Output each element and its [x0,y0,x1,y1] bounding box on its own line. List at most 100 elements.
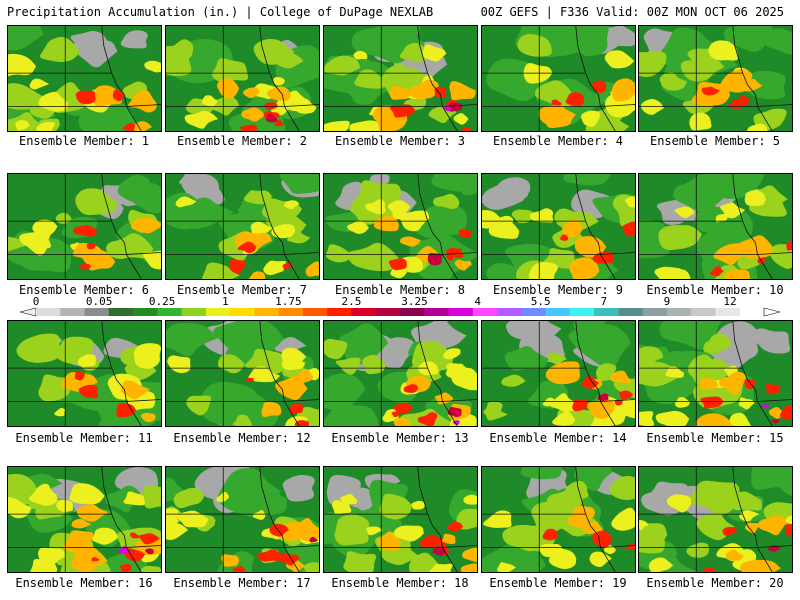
heavier-precip-area [324,120,350,131]
state-boundary [101,26,113,74]
moderate-precip-area [303,562,319,572]
heavier-precip-area [640,99,664,115]
heavier-precip-area [252,510,266,520]
heavy-precip-area [719,371,747,395]
heavy-precip-area [562,219,583,238]
heavier-precip-area [387,200,408,220]
moderate-precip-area [706,333,733,351]
moderate-precip-area [564,480,589,499]
heavier-precip-area [175,196,197,208]
colorbar-swatch [739,308,765,316]
heavier-precip-area [411,500,426,510]
state-boundary [757,252,792,255]
light-precip-area [753,467,792,497]
state-boundary [732,26,744,74]
heavy-precip-area [133,121,153,131]
heavy-precip-area [695,413,733,426]
heavier-precip-area [639,411,655,426]
light-precip-area [561,26,609,57]
moderate-precip-area [202,262,240,279]
light-precip-area [673,174,731,213]
state-boundary [742,367,773,426]
state-boundary [585,72,616,131]
moderate-precip-area [324,338,348,360]
heavier-precip-area [648,557,674,572]
colorbar-swatch [230,308,255,316]
heavier-precip-area [272,77,285,86]
heavy-precip-area [221,554,239,567]
heavier-precip-area [720,202,746,219]
state-boundary [575,26,587,74]
colorbar-swatch [375,308,401,316]
ensemble-map-20 [638,466,793,573]
moderate-precip-area [609,475,635,500]
moderate-precip-area [639,521,668,553]
state-boundary [732,174,744,222]
colorbar-max-arrow [763,307,781,317]
moderate-precip-area [432,193,460,209]
moderate-precip-area [186,395,212,416]
heavier-precip-area [529,208,554,223]
colorbar-swatch [642,308,668,316]
moderate-precip-area [381,63,419,90]
very-heavy-precip-area [74,370,85,381]
moderate-precip-area [217,354,245,374]
very-heavy-precip-area [765,383,780,394]
extreme-precip-area [771,419,780,424]
heavier-precip-area [665,366,685,378]
light-precip-area [563,174,612,186]
colorbar-tick-label: 1 [222,296,229,308]
very-heavy-precip-area [619,390,634,400]
state-boundary [269,367,300,426]
state-boundary [101,174,113,222]
ensemble-member-label: Ensemble Member: 15 [646,431,784,445]
state-boundary [269,72,300,131]
ensemble-member-label: Ensemble Member: 2 [176,134,308,148]
very-heavy-precip-area [592,80,607,93]
heavy-precip-area [611,78,635,102]
heavier-precip-area [353,50,368,60]
very-heavy-precip-area [461,127,472,131]
very-heavy-precip-area [445,247,464,259]
very-heavy-precip-area [229,259,246,274]
ensemble-map-13 [323,320,478,427]
heavy-precip-area [441,533,456,545]
heavy-precip-area [267,86,291,101]
very-heavy-precip-area [703,567,716,572]
ensemble-member-label: Ensemble Member: 14 [489,431,627,445]
heavier-precip-area [744,190,766,206]
very-heavy-precip-area [784,524,792,531]
heavy-precip-area [449,81,476,101]
very-heavy-precip-area [79,263,92,270]
ensemble-map-19 [481,466,636,573]
colorbar-swatch [497,308,522,316]
heavier-precip-area [443,348,461,360]
state-boundary [442,545,477,548]
heavier-precip-area [580,110,600,127]
heavier-precip-area [8,53,37,77]
state-boundary [732,467,744,515]
very-heavy-precip-area [122,123,136,131]
heavier-precip-area [393,525,424,542]
state-boundary [427,513,458,572]
state-boundary [111,220,142,279]
heavy-precip-area [128,90,157,113]
state-boundary [417,321,429,369]
state-boundary [111,513,142,572]
colorbar-tick-label: 2.5 [342,296,362,308]
moderate-precip-area [399,42,430,63]
max-precip-area [761,404,770,409]
heavier-precip-area [590,417,610,426]
moderate-precip-area [639,51,667,78]
heavier-precip-area [166,520,189,541]
colorbar-swatch [472,308,498,316]
heavy-precip-area [217,78,240,99]
heavier-precip-area [263,260,287,276]
colorbar-swatch [36,308,61,316]
heavier-precip-area [589,551,612,568]
very-heavy-precip-area [622,221,635,237]
very-heavy-precip-area [626,543,635,550]
very-heavy-precip-area [447,521,463,532]
moderate-precip-area [547,352,567,365]
colorbar-swatch [618,308,643,316]
